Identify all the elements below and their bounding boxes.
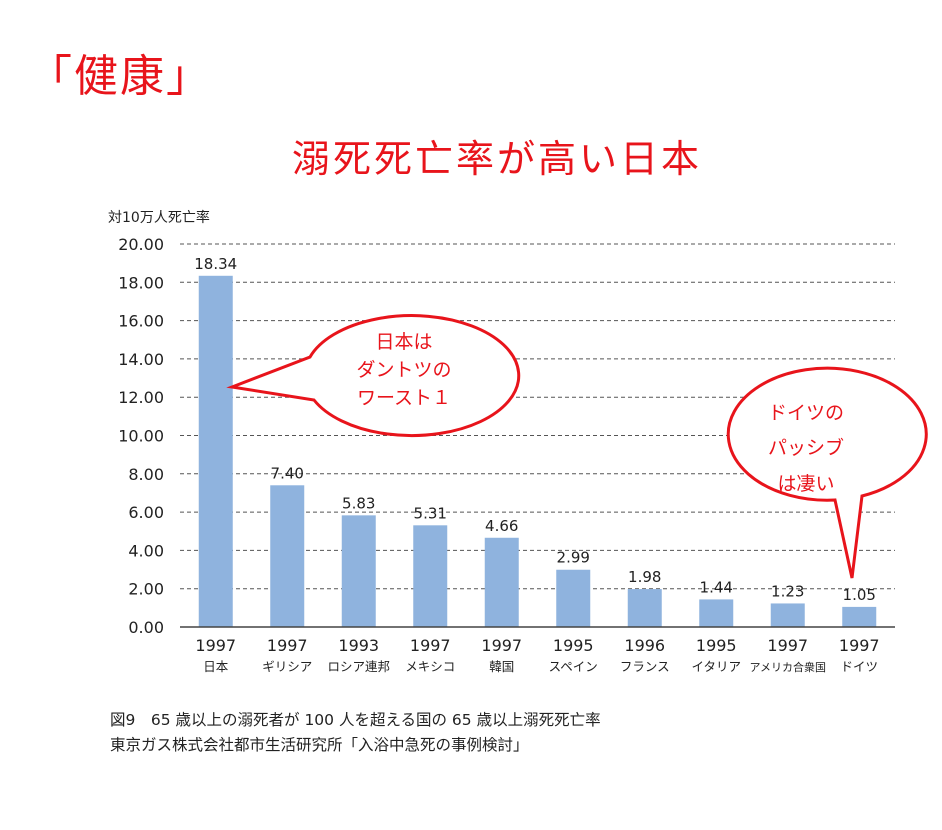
callout-germany-bubble <box>726 366 928 579</box>
x-tick-country: メキシコ <box>405 659 455 674</box>
y-tick-label: 0.00 <box>128 618 164 637</box>
callout-germany-line: は凄い <box>777 473 834 495</box>
bar-chart: 対10万人死亡率 20.00 18.00 16.00 14.00 12.00 10.00 8… <box>108 209 928 674</box>
bar <box>270 485 305 627</box>
bar <box>413 525 448 627</box>
bar <box>556 569 591 627</box>
y-tick-label: 18.00 <box>118 273 164 292</box>
bar <box>627 589 662 627</box>
y-tick-label: 16.00 <box>118 312 164 331</box>
x-tick-year: 1997 <box>839 636 880 655</box>
bar-value-label: 1.05 <box>843 586 876 604</box>
figure-caption: 図9 65 歳以上の溺死者が 100 人を超える国の 65 歳以上溺死死亡率 <box>110 711 601 729</box>
callout-japan-line: ワースト１ <box>357 387 451 409</box>
callout-germany: ドイツの パッシブ は凄い <box>726 366 928 579</box>
callout-japan: 日本は ダントツの ワースト１ <box>226 314 521 438</box>
y-axis-label: 対10万人死亡率 <box>108 209 210 226</box>
y-tick-label: 10.00 <box>118 427 164 446</box>
callout-japan-bubble <box>226 314 521 438</box>
x-tick-year: 1997 <box>267 636 308 655</box>
y-tick-label: 2.00 <box>128 580 164 599</box>
bar-value-label: 5.31 <box>414 504 447 522</box>
figure-source: 東京ガス株式会社都市生活研究所「入浴中急死の事例検討」 <box>110 736 529 754</box>
x-tick-year: 1997 <box>410 636 451 655</box>
chart-headline: 溺死死亡率が高い日本 <box>292 137 703 181</box>
x-tick-country: ロシア連邦 <box>327 659 390 674</box>
bar-value-label: 1.44 <box>700 578 733 596</box>
x-tick-country: ギリシア <box>262 659 312 674</box>
y-tick-label: 8.00 <box>128 465 164 484</box>
x-tick-country: アメリカ合衆国 <box>750 660 826 674</box>
x-tick-year: 1997 <box>195 636 236 655</box>
x-tick-year: 1997 <box>481 636 522 655</box>
x-tick-country: 日本 <box>203 659 229 674</box>
x-tick-country: ドイツ <box>840 659 878 674</box>
x-tick-year: 1993 <box>338 636 379 655</box>
bars: 18.34 7.40 5.83 5.31 4.66 2.99 1.98 1.44 1.23 1.0… <box>194 255 877 627</box>
x-tick-country: フランス <box>620 659 670 674</box>
y-tick-label: 14.00 <box>118 350 164 369</box>
bar <box>699 599 734 627</box>
x-tick-country: スペイン <box>549 659 598 674</box>
bar-value-label: 7.40 <box>271 464 304 482</box>
bar-value-label: 18.34 <box>194 255 237 273</box>
callout-germany-line: パッシブ <box>768 436 844 459</box>
bar-value-label: 1.98 <box>628 568 661 586</box>
bar <box>842 606 877 627</box>
callout-germany-line: ドイツの <box>768 402 844 424</box>
y-axis-ticks: 20.00 18.00 16.00 14.00 12.00 10.00 8.00 6.00 4.… <box>118 235 164 637</box>
page-label: 「健康」 <box>28 51 212 102</box>
bar <box>198 275 233 627</box>
bar-value-label: 2.99 <box>557 549 590 567</box>
bar-value-label: 4.66 <box>485 517 518 535</box>
y-tick-label: 4.00 <box>128 541 164 560</box>
y-tick-label: 6.00 <box>128 503 164 522</box>
x-axis-labels: 1997 日本 1997 ギリシア 1993 ロシア連邦 1997 メキシコ 1997 韓国 199… <box>195 636 879 674</box>
x-tick-year: 1995 <box>553 636 594 655</box>
bar <box>770 603 805 627</box>
x-tick-year: 1995 <box>696 636 737 655</box>
x-tick-country: 韓国 <box>489 659 514 674</box>
bar <box>341 515 376 627</box>
callout-japan-line: 日本は <box>375 331 432 353</box>
bar <box>484 537 519 627</box>
bar-value-label: 5.83 <box>342 494 375 512</box>
y-tick-label: 12.00 <box>118 388 164 407</box>
x-tick-year: 1997 <box>767 636 808 655</box>
y-tick-label: 20.00 <box>118 235 164 254</box>
x-tick-year: 1996 <box>624 636 665 655</box>
callout-japan-line: ダントツの <box>356 359 451 381</box>
bar-value-label: 1.23 <box>771 582 804 600</box>
x-tick-country: イタリア <box>691 659 741 674</box>
